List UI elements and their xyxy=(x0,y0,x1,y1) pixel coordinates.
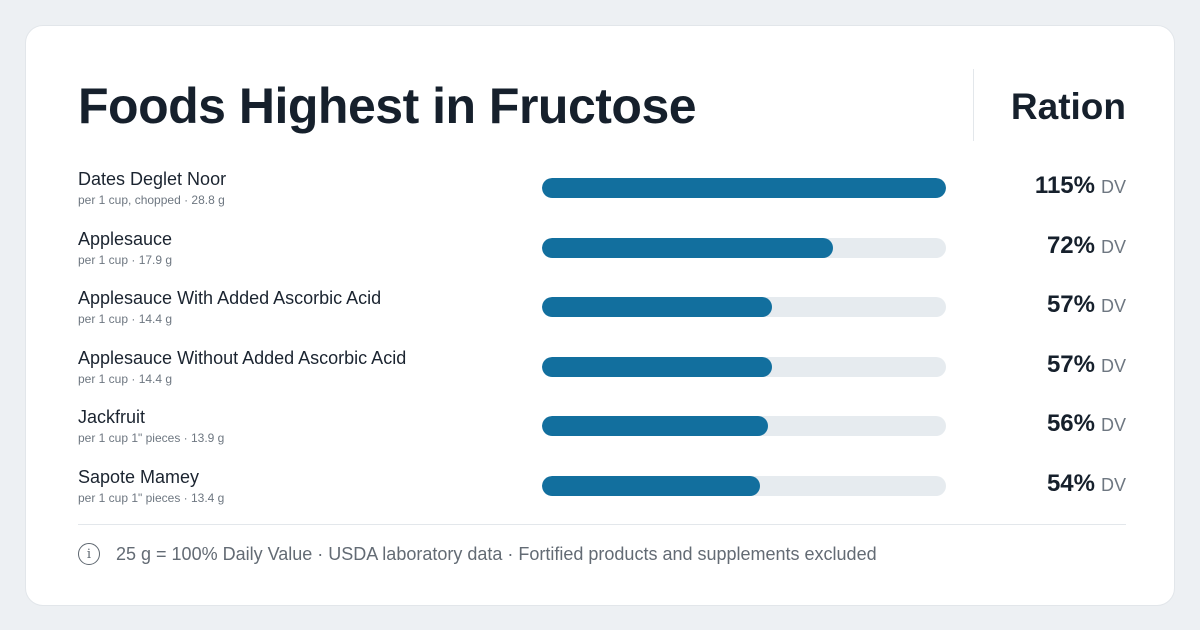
food-portion: per 1 cup · 17.9 g xyxy=(78,252,173,267)
percent-value: 57% xyxy=(1046,350,1095,378)
bar-track xyxy=(542,237,946,258)
food-portion: per 1 cup · 14.4 g xyxy=(78,312,173,327)
chart-row: Dates Deglet Noor per 1 cup, chopped · 28… xyxy=(26,168,1174,216)
chart-row: Applesauce Without Added Ascorbic Acid pe… xyxy=(26,347,1174,395)
unit-label: DV xyxy=(1100,236,1126,257)
percent-value: 72% xyxy=(1046,231,1095,259)
nutrition-card: Foods Highest in Fructose Ration Dates D… xyxy=(25,25,1175,606)
footnote-text: 25 g = 100% Daily Value · USDA laborator… xyxy=(116,543,877,564)
food-name: Jackfruit xyxy=(78,407,146,428)
food-name: Sapote Mamey xyxy=(78,467,200,487)
bar xyxy=(542,476,761,496)
food-name: Dates Deglet Noor xyxy=(78,169,227,189)
bar xyxy=(542,237,833,258)
footnote: i 25 g = 100% Daily Value · USDA laborat… xyxy=(78,543,877,565)
percent-value: 54% xyxy=(1046,470,1095,497)
value-label: 54% DV xyxy=(1047,469,1126,502)
food-portion: per 1 cup · 14.4 g xyxy=(78,371,173,386)
food-portion: per 1 cup, chopped · 28.8 g xyxy=(78,193,225,207)
value-label: 57% DV xyxy=(1047,350,1126,383)
percent-value: 57% xyxy=(1046,291,1095,319)
bar xyxy=(542,297,773,318)
unit-label: DV xyxy=(1100,296,1126,317)
food-name: Applesauce xyxy=(78,228,173,249)
bar-track xyxy=(542,356,946,377)
chart-row: Jackfruit per 1 cup 1" pieces · 13.9 g 56%… xyxy=(26,406,1174,454)
food-name: Applesauce With Added Ascorbic Acid xyxy=(78,288,382,309)
percent-value: 56% xyxy=(1046,410,1095,438)
bar-track xyxy=(542,476,946,496)
header-divider xyxy=(973,69,974,141)
bar xyxy=(542,356,773,377)
bar-track xyxy=(542,178,946,198)
percent-value: 115% xyxy=(1034,172,1095,199)
value-label: 57% DV xyxy=(1047,290,1126,323)
food-name: Applesauce Without Added Ascorbic Acid xyxy=(78,347,407,368)
value-label: 115% DV xyxy=(1035,171,1126,204)
bar-track xyxy=(542,416,946,437)
unit-label: DV xyxy=(1100,355,1126,376)
bar xyxy=(542,178,946,198)
bar-track xyxy=(542,297,946,318)
column-header: Ration xyxy=(1010,86,1126,127)
bar xyxy=(542,416,769,437)
chart-row: Sapote Mamey per 1 cup 1" pieces · 13.4 g… xyxy=(26,466,1174,514)
food-portion: per 1 cup 1" pieces · 13.9 g xyxy=(78,431,225,446)
unit-label: DV xyxy=(1100,475,1126,495)
food-portion: per 1 cup 1" pieces · 13.4 g xyxy=(78,491,225,505)
footer-divider xyxy=(78,524,1126,525)
chart-row: Applesauce With Added Ascorbic Acid per 1… xyxy=(26,287,1174,335)
unit-label: DV xyxy=(1100,415,1126,436)
value-label: 72% DV xyxy=(1047,231,1126,264)
info-icon: i xyxy=(78,543,100,565)
unit-label: DV xyxy=(1100,177,1126,197)
chart-row: Applesauce per 1 cup · 17.9 g 72% DV xyxy=(26,228,1174,276)
value-label: 56% DV xyxy=(1047,409,1126,442)
page-title: Foods Highest in Fructose xyxy=(78,78,697,134)
